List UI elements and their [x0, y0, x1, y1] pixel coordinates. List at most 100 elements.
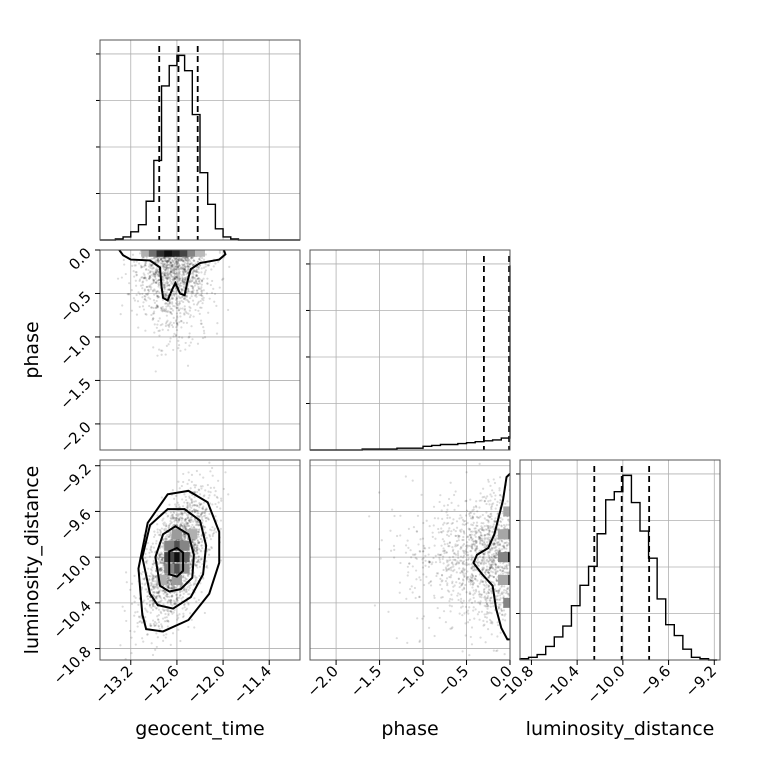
sample-point — [163, 609, 166, 612]
sample-point — [159, 262, 162, 265]
sample-point — [488, 562, 491, 565]
sample-point — [441, 574, 444, 577]
sample-point — [183, 606, 186, 609]
sample-point — [184, 348, 187, 351]
sample-point — [414, 596, 417, 600]
sample-point — [175, 494, 178, 497]
sample-point — [186, 256, 189, 259]
sample-point — [410, 556, 413, 559]
sample-point — [495, 577, 498, 580]
sample-point — [470, 545, 474, 548]
sample-point — [155, 269, 159, 273]
sample-point — [171, 259, 174, 262]
sample-point — [190, 501, 193, 504]
sample-point — [449, 533, 453, 536]
sample-point — [195, 274, 198, 278]
sample-point — [173, 497, 176, 500]
sample-point — [160, 612, 163, 615]
sample-point — [450, 605, 453, 608]
sample-point — [189, 278, 192, 281]
sample-point — [450, 562, 454, 565]
sample-point — [494, 572, 498, 575]
sample-point — [476, 558, 479, 562]
sample-point — [184, 341, 187, 345]
sample-point — [475, 500, 478, 503]
y-axis-label: luminosity_distance — [21, 466, 43, 655]
sample-point — [161, 263, 165, 267]
sample-point — [442, 547, 445, 550]
sample-point — [206, 516, 209, 519]
sample-point — [158, 317, 161, 320]
sample-point — [192, 500, 196, 503]
sample-point — [148, 574, 151, 578]
sample-point — [496, 591, 500, 594]
sample-point — [499, 565, 502, 568]
sample-point — [172, 516, 175, 519]
sample-point — [203, 332, 206, 335]
sample-point — [478, 595, 481, 598]
density-cell — [179, 552, 190, 563]
sample-point — [483, 584, 486, 587]
sample-point — [162, 522, 165, 525]
sample-point — [176, 303, 179, 306]
sample-point — [507, 594, 510, 597]
sample-point — [495, 566, 498, 569]
sample-point — [195, 269, 198, 272]
sample-point — [185, 607, 189, 610]
sample-point — [161, 309, 164, 312]
sample-point — [204, 516, 207, 519]
sample-point — [157, 259, 160, 262]
sample-point — [141, 296, 144, 299]
sample-point — [199, 513, 203, 517]
sample-point — [491, 602, 494, 605]
sample-point — [190, 554, 193, 557]
sample-point — [175, 289, 178, 293]
sample-point — [433, 544, 436, 547]
sample-point — [152, 266, 155, 269]
sample-point — [435, 574, 438, 578]
sample-point — [498, 598, 502, 601]
sample-point — [180, 510, 183, 513]
sample-point — [488, 528, 491, 532]
sample-point — [450, 522, 453, 525]
sample-point — [165, 608, 168, 611]
sample-point — [493, 542, 496, 545]
sample-point — [213, 529, 216, 532]
sample-point — [470, 558, 473, 561]
sample-point — [488, 538, 491, 542]
sample-point — [408, 562, 411, 565]
sample-point — [184, 527, 187, 530]
sample-point — [215, 519, 218, 522]
sample-point — [199, 537, 203, 541]
sample-point — [142, 640, 145, 643]
sample-point — [160, 257, 163, 261]
sample-point — [192, 259, 195, 262]
sample-point — [182, 480, 185, 484]
sample-point — [507, 586, 510, 589]
sample-point — [486, 628, 490, 631]
sample-point — [495, 649, 498, 653]
sample-point — [166, 576, 169, 580]
sample-point — [141, 292, 144, 296]
sample-point — [479, 580, 482, 583]
sample-point — [156, 268, 159, 271]
sample-point — [482, 566, 485, 569]
sample-point — [478, 499, 481, 502]
sample-point — [487, 584, 490, 587]
sample-point — [165, 260, 168, 263]
sample-point — [203, 494, 206, 497]
sample-point — [503, 546, 506, 549]
sample-point — [174, 602, 177, 605]
sample-point — [444, 580, 448, 583]
sample-point — [478, 536, 482, 539]
sample-point — [492, 552, 495, 556]
sample-point — [461, 582, 464, 585]
sample-point — [162, 267, 166, 271]
sample-point — [487, 515, 490, 518]
sample-point — [164, 302, 167, 305]
sample-point — [155, 607, 158, 610]
sample-point — [455, 562, 458, 566]
sample-point — [188, 265, 191, 268]
sample-point — [484, 605, 488, 608]
sample-point — [488, 566, 491, 569]
